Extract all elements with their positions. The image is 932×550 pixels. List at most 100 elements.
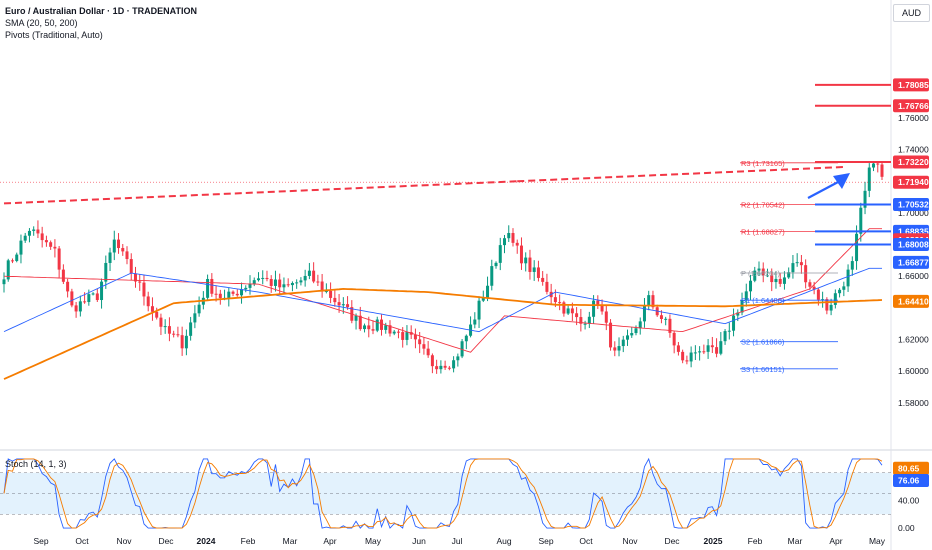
candle-body[interactable] — [273, 279, 277, 286]
sma-200-line[interactable] — [3, 287, 883, 380]
candle-body[interactable] — [749, 280, 753, 292]
candle-body[interactable] — [180, 335, 184, 349]
candle-body[interactable] — [252, 280, 256, 284]
candle-body[interactable] — [49, 242, 53, 247]
candle-body[interactable] — [863, 190, 867, 208]
candle-body[interactable] — [579, 317, 583, 324]
stochastic-plot[interactable] — [0, 457, 891, 529]
candle-body[interactable] — [681, 351, 685, 361]
sma-20-line[interactable] — [3, 228, 882, 353]
candle-body[interactable] — [855, 233, 859, 262]
candle-body[interactable] — [367, 325, 371, 330]
candle-body[interactable] — [337, 302, 341, 306]
candle-body[interactable] — [435, 366, 439, 370]
candle-body[interactable] — [859, 207, 863, 234]
candle-body[interactable] — [604, 311, 608, 323]
candle-body[interactable] — [481, 298, 485, 301]
candle-body[interactable] — [155, 311, 159, 318]
candle-body[interactable] — [78, 301, 82, 312]
candle-body[interactable] — [15, 254, 19, 261]
stoch-badge[interactable] — [893, 473, 929, 487]
candle-body[interactable] — [392, 331, 396, 334]
candle-body[interactable] — [104, 262, 108, 282]
candle-body[interactable] — [498, 245, 502, 263]
price-badge[interactable] — [893, 175, 929, 189]
trendline-dashed-extension[interactable] — [517, 166, 844, 183]
candle-body[interactable] — [541, 277, 545, 282]
candle-body[interactable] — [838, 289, 842, 294]
candle-body[interactable] — [418, 339, 422, 345]
candle-body[interactable] — [689, 352, 693, 362]
candle-body[interactable] — [299, 280, 303, 283]
candle-body[interactable] — [167, 326, 171, 334]
candle-body[interactable] — [10, 260, 14, 262]
candle-body[interactable] — [799, 262, 803, 266]
candle-body[interactable] — [290, 282, 294, 286]
candle-body[interactable] — [774, 278, 778, 283]
price-badge[interactable] — [893, 197, 929, 211]
candle-body[interactable] — [452, 360, 456, 369]
candle-body[interactable] — [413, 334, 417, 340]
candle-body[interactable] — [278, 279, 282, 288]
candle-body[interactable] — [95, 293, 99, 301]
candle-body[interactable] — [108, 252, 112, 263]
candle-body[interactable] — [189, 322, 193, 336]
candle-body[interactable] — [2, 279, 6, 285]
candle-body[interactable] — [583, 323, 587, 325]
candle-body[interactable] — [163, 326, 167, 328]
candle-body[interactable] — [159, 317, 163, 327]
candle-body[interactable] — [70, 291, 74, 306]
candle-body[interactable] — [227, 291, 231, 298]
candle-body[interactable] — [736, 312, 740, 316]
candle-body[interactable] — [379, 319, 383, 330]
candle-body[interactable] — [685, 360, 689, 362]
candle-body[interactable] — [732, 315, 736, 331]
candle-body[interactable] — [613, 347, 617, 351]
candle-body[interactable] — [804, 265, 808, 283]
candle-body[interactable] — [430, 355, 434, 367]
candle-body[interactable] — [176, 334, 180, 336]
candle-body[interactable] — [575, 313, 579, 318]
candle-body[interactable] — [282, 284, 286, 288]
candle-body[interactable] — [638, 321, 642, 329]
candle-body[interactable] — [872, 163, 876, 168]
candle-body[interactable] — [600, 304, 604, 312]
candle-body[interactable] — [621, 339, 625, 347]
candle-body[interactable] — [142, 282, 146, 297]
candle-body[interactable] — [53, 246, 57, 249]
candle-body[interactable] — [354, 315, 358, 321]
candle-body[interactable] — [795, 262, 799, 264]
candle-body[interactable] — [842, 286, 846, 290]
candle-body[interactable] — [100, 281, 104, 301]
candle-body[interactable] — [821, 299, 825, 301]
candle-body[interactable] — [405, 332, 409, 340]
candle-body[interactable] — [61, 269, 65, 282]
candle-body[interactable] — [269, 279, 273, 286]
candle-body[interactable] — [87, 294, 91, 302]
price-badge[interactable] — [893, 294, 929, 308]
candle-body[interactable] — [723, 331, 727, 342]
candle-body[interactable] — [214, 293, 218, 295]
candle-body[interactable] — [511, 233, 515, 243]
candle-body[interactable] — [494, 262, 498, 267]
candle-body[interactable] — [630, 333, 634, 336]
candle-body[interactable] — [117, 239, 121, 249]
candle-body[interactable] — [693, 352, 697, 354]
candle-body[interactable] — [256, 278, 260, 281]
candle-body[interactable] — [477, 300, 481, 320]
candle-body[interactable] — [44, 240, 48, 243]
candle-body[interactable] — [447, 367, 451, 369]
candle-body[interactable] — [439, 365, 443, 370]
candle-body[interactable] — [710, 345, 714, 348]
candle-body[interactable] — [150, 306, 154, 312]
candle-body[interactable] — [647, 295, 651, 307]
candle-body[interactable] — [19, 240, 23, 255]
candle-body[interactable] — [316, 281, 320, 283]
candle-body[interactable] — [778, 278, 782, 284]
candle-body[interactable] — [668, 318, 672, 333]
candle-body[interactable] — [324, 290, 328, 292]
candle-body[interactable] — [91, 293, 95, 295]
price-axis[interactable]: 1.76000 1.74000 1.70000 1.66000 1.62000 1.600… — [893, 78, 929, 533]
candle-body[interactable] — [261, 277, 265, 279]
candle-body[interactable] — [244, 287, 248, 290]
